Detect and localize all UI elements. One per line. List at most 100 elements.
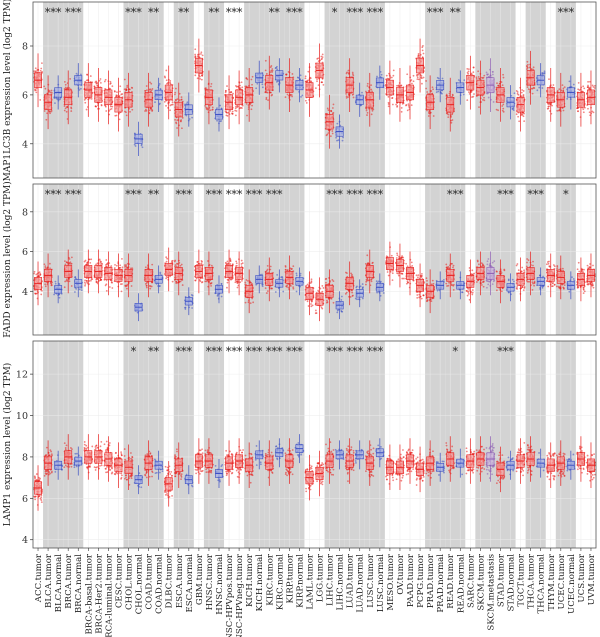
data-point <box>495 108 498 111</box>
data-point <box>235 110 238 112</box>
pair-band <box>173 2 194 178</box>
data-point <box>407 103 410 106</box>
data-point <box>556 109 559 112</box>
data-point <box>84 281 86 284</box>
data-point <box>188 118 191 120</box>
data-point <box>299 74 302 77</box>
data-point <box>35 89 37 92</box>
data-point <box>270 94 273 97</box>
data-point <box>420 75 423 77</box>
data-point <box>64 107 67 110</box>
data-point <box>224 89 227 92</box>
data-point <box>371 109 374 112</box>
data-point <box>129 110 131 113</box>
data-point <box>54 102 56 104</box>
data-point <box>169 104 172 107</box>
data-point <box>497 84 500 87</box>
pair-band <box>344 184 365 335</box>
data-point <box>108 113 111 116</box>
data-point <box>80 289 83 292</box>
data-point <box>175 122 178 125</box>
data-point <box>165 99 167 102</box>
data-point <box>400 107 403 109</box>
data-point <box>44 265 47 268</box>
data-point <box>194 55 197 58</box>
data-point <box>371 108 373 110</box>
data-point <box>591 110 594 113</box>
data-point <box>110 265 113 267</box>
data-point <box>255 87 258 90</box>
data-point <box>531 92 534 95</box>
data-point <box>523 120 526 122</box>
data-point <box>515 90 518 92</box>
data-point <box>528 66 531 69</box>
data-point <box>271 68 274 70</box>
data-point <box>470 72 473 75</box>
data-point <box>547 105 550 108</box>
data-point <box>521 89 524 91</box>
data-point <box>50 284 53 287</box>
data-point <box>74 276 76 279</box>
data-point <box>118 95 121 97</box>
data-point <box>84 279 86 282</box>
data-point <box>436 76 439 79</box>
data-point <box>171 280 174 283</box>
data-point <box>295 274 298 277</box>
data-point <box>150 108 153 111</box>
pair-band <box>203 184 225 335</box>
data-point <box>421 77 423 80</box>
data-point <box>536 89 539 92</box>
data-point <box>331 107 334 109</box>
pair-band <box>475 184 496 335</box>
pair-band <box>244 184 265 335</box>
data-point <box>480 76 483 79</box>
data-point <box>78 288 81 291</box>
data-point <box>284 96 287 99</box>
data-point <box>477 75 480 78</box>
data-point <box>171 101 174 104</box>
data-point <box>412 74 415 77</box>
data-point <box>80 87 82 90</box>
data-point <box>463 79 466 82</box>
data-point <box>101 263 103 265</box>
data-point <box>282 290 285 293</box>
data-point <box>387 95 390 98</box>
data-point <box>121 266 124 269</box>
data-point <box>269 66 272 69</box>
data-point <box>366 82 369 85</box>
data-point <box>548 78 550 81</box>
data-point <box>558 88 561 91</box>
data-point <box>194 48 197 51</box>
data-point <box>587 84 589 87</box>
data-point <box>55 97 58 100</box>
data-point <box>431 92 434 95</box>
data-point <box>246 114 248 117</box>
data-point <box>526 65 529 68</box>
data-point <box>125 287 128 290</box>
data-point <box>543 70 546 73</box>
data-point <box>64 83 67 86</box>
data-point <box>211 108 214 111</box>
data-point <box>502 73 504 76</box>
data-point <box>224 91 227 94</box>
data-point <box>98 258 101 261</box>
data-point <box>365 109 368 112</box>
data-point <box>467 70 470 73</box>
data-point <box>240 259 243 262</box>
data-point <box>450 121 453 124</box>
data-point <box>234 279 237 282</box>
data-point <box>347 96 349 98</box>
data-point <box>380 73 383 76</box>
data-point <box>291 73 294 75</box>
data-point <box>226 286 228 289</box>
data-point <box>502 110 505 113</box>
data-point <box>385 74 388 77</box>
data-point <box>88 97 91 100</box>
data-point <box>502 76 505 79</box>
data-point <box>265 91 268 94</box>
pair-band <box>324 2 345 178</box>
data-point <box>365 107 368 110</box>
data-point <box>229 263 232 265</box>
data-point <box>266 290 269 292</box>
data-point <box>84 80 87 83</box>
